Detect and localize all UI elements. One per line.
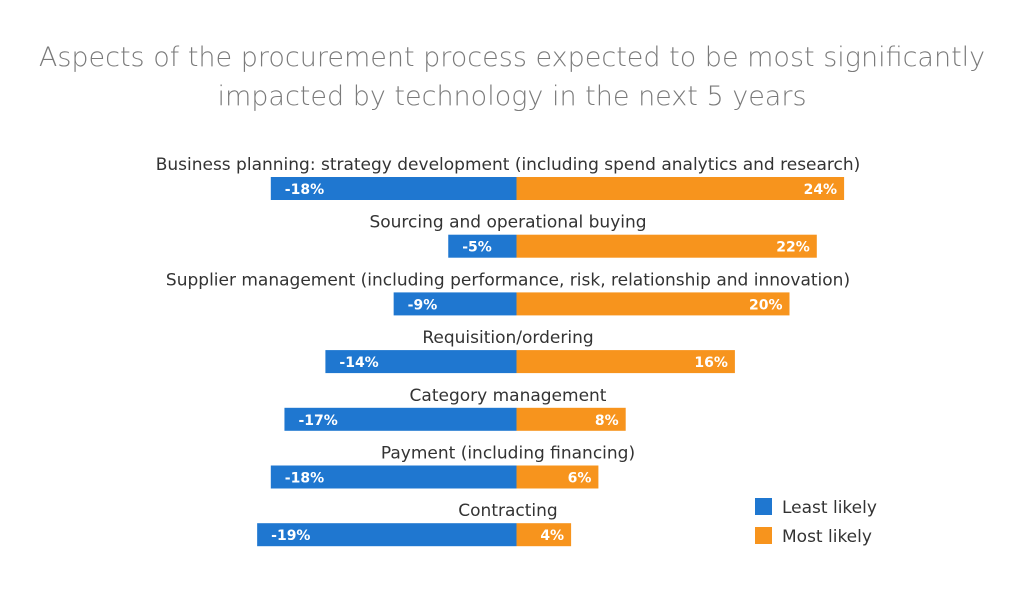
bar-most-likely — [516, 523, 572, 547]
data-label-least-likely: -14% — [339, 355, 378, 371]
data-label-least-likely: -5% — [462, 240, 492, 256]
legend-label: Most likely — [782, 527, 872, 547]
data-label-least-likely: -18% — [285, 471, 324, 487]
legend-swatch — [755, 527, 772, 544]
data-label-most-likely: 22% — [776, 240, 810, 256]
data-label-least-likely: -18% — [285, 182, 324, 198]
bar-least-likely — [284, 407, 517, 431]
bar-most-likely — [516, 177, 845, 200]
bar-most-likely — [516, 407, 626, 431]
bar-least-likely — [270, 177, 517, 200]
legend-label: Least likely — [782, 498, 877, 518]
category-label: Business planning: strategy development … — [156, 155, 861, 175]
bar-most-likely — [516, 234, 817, 258]
data-label-most-likely: 6% — [568, 471, 592, 487]
bar-most-likely — [516, 350, 735, 374]
category-label: Payment (including financing) — [381, 444, 635, 464]
data-label-most-likely: 20% — [749, 297, 783, 313]
data-label-least-likely: -19% — [271, 528, 310, 544]
bar-least-likely — [257, 523, 517, 547]
category-label: Contracting — [458, 501, 557, 521]
category-label: Requisition/ordering — [422, 328, 593, 348]
data-label-least-likely: -9% — [408, 297, 438, 313]
category-label: Category management — [410, 386, 607, 406]
bar-least-likely — [325, 350, 517, 374]
data-label-most-likely: 4% — [540, 528, 564, 544]
data-label-most-likely: 16% — [694, 355, 728, 371]
bar-most-likely — [516, 465, 599, 489]
category-label: Sourcing and operational buying — [369, 213, 646, 233]
data-label-most-likely: 24% — [804, 182, 838, 198]
chart-title: Aspects of the procurement process expec… — [38, 42, 986, 112]
data-label-least-likely: -17% — [298, 413, 337, 429]
bar-most-likely — [516, 292, 790, 316]
legend-swatch — [755, 498, 772, 515]
bar-least-likely — [393, 292, 517, 316]
category-label: Supplier management (including performan… — [166, 270, 850, 290]
data-label-most-likely: 8% — [595, 413, 619, 429]
bar-least-likely — [448, 234, 517, 258]
bar-least-likely — [270, 465, 517, 489]
